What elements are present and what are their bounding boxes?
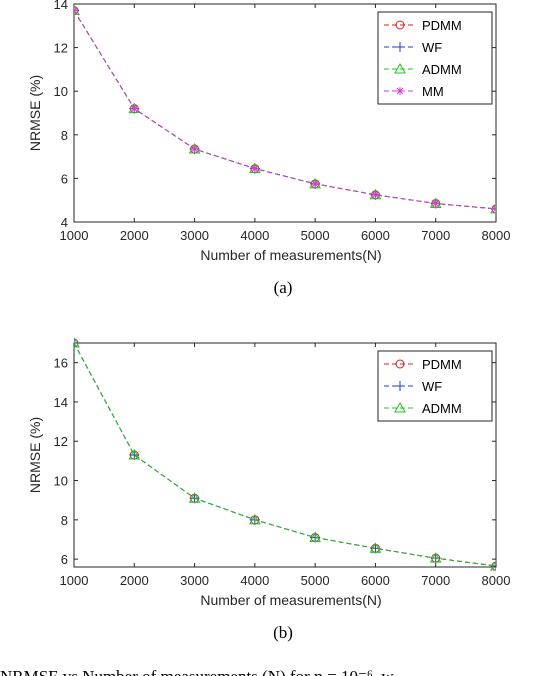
x-tick-label: 8000 xyxy=(482,228,511,243)
subfigure-caption: (b) xyxy=(273,623,293,642)
x-tick-label: 6000 xyxy=(361,573,390,588)
legend-marker xyxy=(394,62,406,74)
legend-marker xyxy=(395,42,405,52)
data-point xyxy=(130,104,139,113)
legend-label: PDMM xyxy=(422,357,462,372)
legend-item-admm: ADMM xyxy=(384,62,462,77)
legend-label: ADMM xyxy=(422,62,462,77)
x-tick-label: 8000 xyxy=(482,573,511,588)
x-tick-label: 7000 xyxy=(421,573,450,588)
x-tick-label: 1000 xyxy=(60,573,89,588)
data-point xyxy=(74,337,80,348)
chart-b: 1000 2000 3000 4000 5000 6000 7000 8000 6 8 10 12 14… xyxy=(27,337,511,608)
y-tick-label: 8 xyxy=(61,513,68,528)
y-tick-label: 6 xyxy=(61,552,68,567)
data-point xyxy=(309,531,321,543)
x-tick-label: 7000 xyxy=(421,228,450,243)
data-point xyxy=(492,204,496,213)
legend-marker xyxy=(395,381,405,391)
x-tick-label: 4000 xyxy=(240,228,269,243)
chart-a: 1000 2000 3000 4000 5000 6000 7000 8000 4 6 8 10 12 1… xyxy=(27,0,510,263)
y-tick-label: 12 xyxy=(54,434,68,449)
x-axis-label: Number of measurements(N) xyxy=(200,592,381,608)
data-point xyxy=(250,164,259,173)
y-tick-label: 10 xyxy=(54,474,68,489)
data-point xyxy=(311,179,320,188)
data-point xyxy=(490,559,496,571)
series-admm xyxy=(74,337,496,571)
legend-label: ADMM xyxy=(422,401,462,416)
data-point xyxy=(429,552,442,563)
figure-caption: NRMSE vs Number of measurements (N) for … xyxy=(0,667,394,676)
legend-marker xyxy=(395,20,405,30)
data-point xyxy=(369,542,382,553)
x-axis-label: Number of measurements(N) xyxy=(200,247,381,263)
legend-item-pdmm: PDMM xyxy=(384,357,462,372)
subfigure-caption: (a) xyxy=(274,278,293,297)
data-point xyxy=(128,448,141,460)
data-point xyxy=(371,190,380,199)
data-point xyxy=(74,6,78,15)
legend-item-wf: WF xyxy=(384,379,442,394)
legend-item-pdmm: PDMM xyxy=(384,18,462,33)
legend-marker xyxy=(394,401,406,413)
legend-item-admm: ADMM xyxy=(384,401,462,416)
x-tick-label: 4000 xyxy=(240,573,269,588)
legend: PDMM WF ADMM MM xyxy=(377,11,493,105)
legend-label: WF xyxy=(422,40,442,55)
y-tick-label: 10 xyxy=(54,84,68,99)
x-tick-label: 2000 xyxy=(120,228,149,243)
series-mm xyxy=(74,6,496,213)
legend-label: MM xyxy=(422,84,444,99)
y-tick-label: 12 xyxy=(54,41,68,56)
y-tick-label: 14 xyxy=(54,395,68,410)
y-axis-label: NRMSE (%) xyxy=(27,417,43,493)
x-tick-label: 5000 xyxy=(301,228,330,243)
x-tick-label: 3000 xyxy=(180,228,209,243)
series-line xyxy=(74,342,496,567)
y-tick-label: 16 xyxy=(54,356,68,371)
data-point xyxy=(190,144,199,153)
series-line xyxy=(74,10,496,210)
data-point xyxy=(431,199,440,208)
data-point xyxy=(188,492,201,503)
y-tick-label: 8 xyxy=(61,128,68,143)
legend-item-wf: WF xyxy=(384,40,442,55)
y-tick-label: 14 xyxy=(54,0,68,12)
data-point xyxy=(249,513,261,525)
x-tick-label: 3000 xyxy=(180,573,209,588)
x-tick-label: 1000 xyxy=(60,228,89,243)
legend-marker xyxy=(396,87,404,95)
legend-item-mm: MM xyxy=(384,84,444,99)
y-tick-label: 4 xyxy=(61,215,68,230)
x-tick-label: 2000 xyxy=(120,573,149,588)
x-tick-label: 6000 xyxy=(361,228,390,243)
legend-label: WF xyxy=(422,379,442,394)
x-tick-label: 5000 xyxy=(301,573,330,588)
y-tick-label: 6 xyxy=(61,171,68,186)
y-axis-label: NRMSE (%) xyxy=(27,75,43,151)
legend: PDMM WF ADMM xyxy=(377,350,493,422)
legend-label: PDMM xyxy=(422,18,462,33)
legend-marker xyxy=(395,359,405,369)
